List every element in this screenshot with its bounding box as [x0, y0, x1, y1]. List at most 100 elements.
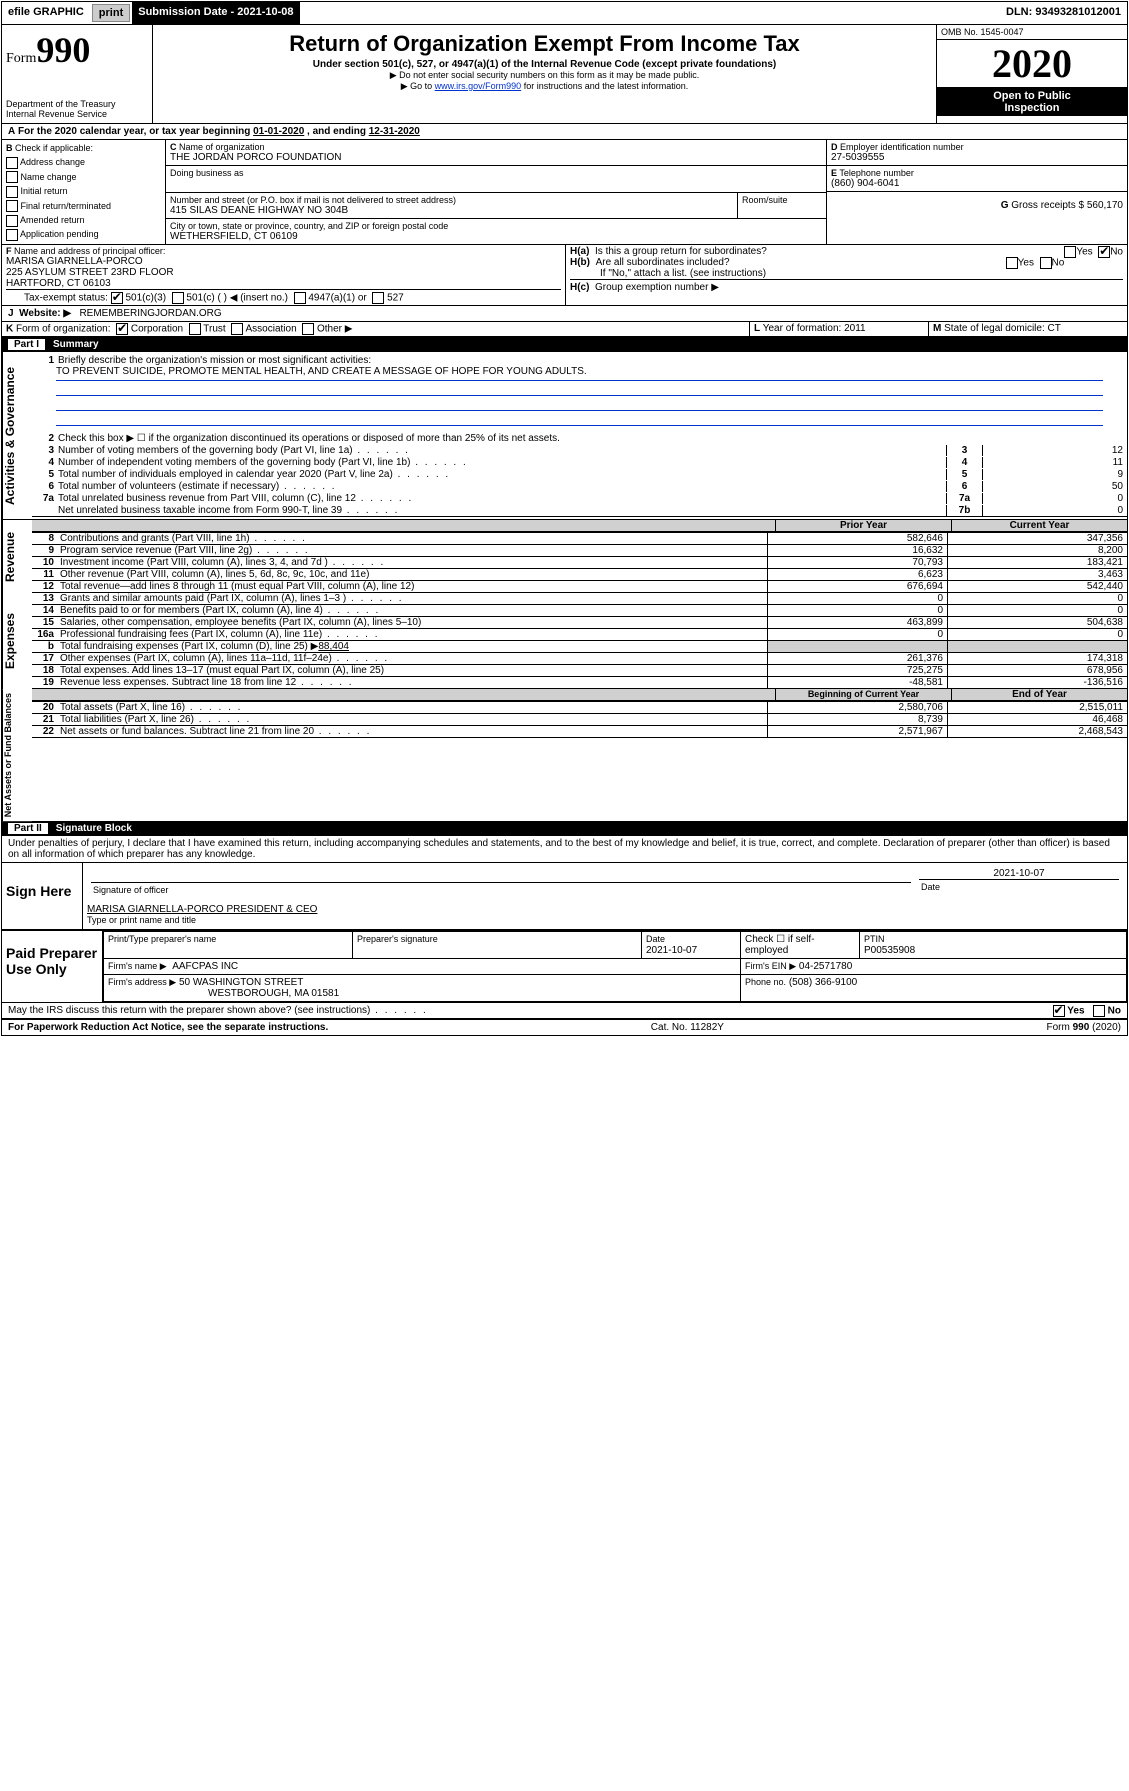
chk-corporation[interactable] [116, 323, 128, 335]
page-footer: For Paperwork Reduction Act Notice, see … [2, 1019, 1127, 1035]
chk-trust[interactable] [189, 323, 201, 335]
l11-curr: 3,463 [947, 569, 1127, 580]
part1-header: Part I Summary [2, 337, 1127, 352]
gross-receipts: 560,170 [1087, 200, 1123, 211]
l19-curr: -136,516 [947, 677, 1127, 688]
col-prior-year: Prior Year [775, 520, 951, 531]
chk-address-change[interactable] [6, 157, 18, 169]
expenses-section: Expenses 13Grants and similar amounts pa… [2, 593, 1127, 689]
l13-curr: 0 [947, 593, 1127, 604]
chk-application-pending[interactable] [6, 229, 18, 241]
phone-value: (860) 904-6041 [831, 178, 1123, 189]
chk-hb-no[interactable] [1040, 257, 1052, 269]
efile-label: efile GRAPHIC [2, 2, 90, 24]
l17-curr: 174,318 [947, 653, 1127, 664]
l20-beg: 2,580,706 [767, 702, 947, 713]
chk-discuss-no[interactable] [1093, 1005, 1105, 1017]
chk-final-return[interactable] [6, 200, 18, 212]
signer-name: MARISA GIARNELLA-PORCO PRESIDENT & CEO [87, 904, 1123, 915]
l8-prior: 582,646 [767, 533, 947, 544]
paid-preparer-label: Paid Preparer Use Only [2, 931, 102, 1002]
org-address: 415 SILAS DEANE HIGHWAY NO 304B [170, 205, 733, 216]
year-formation: 2011 [844, 323, 866, 334]
col-current-year: Current Year [951, 520, 1127, 531]
l20-end: 2,515,011 [947, 702, 1127, 713]
print-button[interactable]: print [92, 4, 130, 22]
l10-prior: 70,793 [767, 557, 947, 568]
activities-governance-section: Activities & Governance 1Briefly describ… [2, 352, 1127, 519]
prep-date: 2021-10-07 [646, 945, 697, 956]
l12-prior: 676,694 [767, 581, 947, 592]
sign-here-label: Sign Here [2, 863, 82, 929]
l22-end: 2,468,543 [947, 726, 1127, 737]
chk-ha-yes[interactable] [1064, 246, 1076, 258]
col-beginning: Beginning of Current Year [775, 689, 951, 700]
ptin-value: P00535908 [864, 945, 915, 956]
chk-initial-return[interactable] [6, 186, 18, 198]
officer-addr1: 225 ASYLUM STREET 23RD FLOOR [6, 267, 561, 278]
l11-prior: 6,623 [767, 569, 947, 580]
chk-501c[interactable] [172, 292, 184, 304]
chk-discuss-yes[interactable] [1053, 1005, 1065, 1017]
side-label-rev: Revenue [2, 520, 32, 593]
line3-val: 12 [983, 445, 1127, 456]
omb-number: OMB No. 1545-0047 [937, 25, 1127, 40]
l19-prior: -48,581 [767, 677, 947, 688]
col-end-year: End of Year [951, 689, 1127, 700]
line7b-val: 0 [983, 505, 1127, 516]
l8-curr: 347,356 [947, 533, 1127, 544]
chk-4947a1[interactable] [294, 292, 306, 304]
officer-addr2: HARTFORD, CT 06103 [6, 278, 561, 289]
form-word: Form [6, 51, 36, 66]
preparer-table: Print/Type preparer's name Preparer's si… [103, 931, 1127, 1002]
firm-phone: (508) 366-9100 [789, 977, 857, 988]
submission-date: Submission Date - 2021-10-08 [132, 2, 299, 24]
chk-amended-return[interactable] [6, 215, 18, 227]
officer-name: MARISA GIARNELLA-PORCO [6, 256, 561, 267]
l16a-curr: 0 [947, 629, 1127, 640]
form-number-box: Form990 [6, 29, 148, 71]
instructions-link[interactable]: www.irs.gov/Form990 [435, 81, 522, 91]
l9-prior: 16,632 [767, 545, 947, 556]
l18-curr: 678,956 [947, 665, 1127, 676]
sig-date: 2021-10-07 [919, 868, 1119, 879]
chk-ha-no[interactable] [1098, 246, 1110, 258]
side-label-ag: Activities & Governance [2, 352, 32, 519]
chk-hb-yes[interactable] [1006, 257, 1018, 269]
subtitle-2: ▶ Do not enter social security numbers o… [157, 70, 932, 81]
l15-prior: 463,899 [767, 617, 947, 628]
subtitle-1: Under section 501(c), 527, or 4947(a)(1)… [157, 59, 932, 70]
l16a-prior: 0 [767, 629, 947, 640]
year-end: 12-31-2020 [369, 126, 420, 137]
paid-preparer-block: Paid Preparer Use Only Print/Type prepar… [2, 930, 1127, 1003]
state-domicile: CT [1048, 323, 1061, 334]
form-990-page: efile GRAPHIC print Submission Date - 20… [1, 1, 1128, 1036]
firm-addr2: WESTBOROUGH, MA 01581 [108, 988, 339, 999]
top-bar: efile GRAPHIC print Submission Date - 20… [2, 2, 1127, 25]
website-line: J Website: ▶ REMEMBERINGJORDAN.ORG [2, 306, 1127, 322]
form-title: Return of Organization Exempt From Incom… [157, 31, 932, 57]
footer-right: Form 990 (2020) [1047, 1022, 1121, 1033]
fundraising-exp: 88,404 [318, 641, 349, 652]
net-assets-section: Net Assets or Fund Balances Beginning of… [2, 689, 1127, 821]
l18-prior: 725,275 [767, 665, 947, 676]
sig-date-label: Date [919, 879, 1119, 894]
chk-other[interactable] [302, 323, 314, 335]
perjury-statement: Under penalties of perjury, I declare th… [2, 836, 1127, 863]
l14-prior: 0 [767, 605, 947, 616]
chk-association[interactable] [231, 323, 243, 335]
part2-header: Part II Signature Block [2, 821, 1127, 836]
l10-curr: 183,421 [947, 557, 1127, 568]
form-number: 990 [36, 30, 90, 70]
chk-527[interactable] [372, 292, 384, 304]
firm-ein: 04-2571780 [799, 961, 852, 972]
signer-name-label: Type or print name and title [87, 915, 1123, 925]
website-url: REMEMBERINGJORDAN.ORG [79, 308, 221, 319]
chk-name-change[interactable] [6, 171, 18, 183]
sign-here-block: Sign Here Signature of officer 2021-10-0… [2, 863, 1127, 930]
chk-501c3[interactable] [111, 292, 123, 304]
ein-value: 27-5039555 [831, 152, 1123, 163]
side-label-exp: Expenses [2, 593, 32, 689]
year-begin: 01-01-2020 [253, 126, 304, 137]
line6-val: 50 [983, 481, 1127, 492]
